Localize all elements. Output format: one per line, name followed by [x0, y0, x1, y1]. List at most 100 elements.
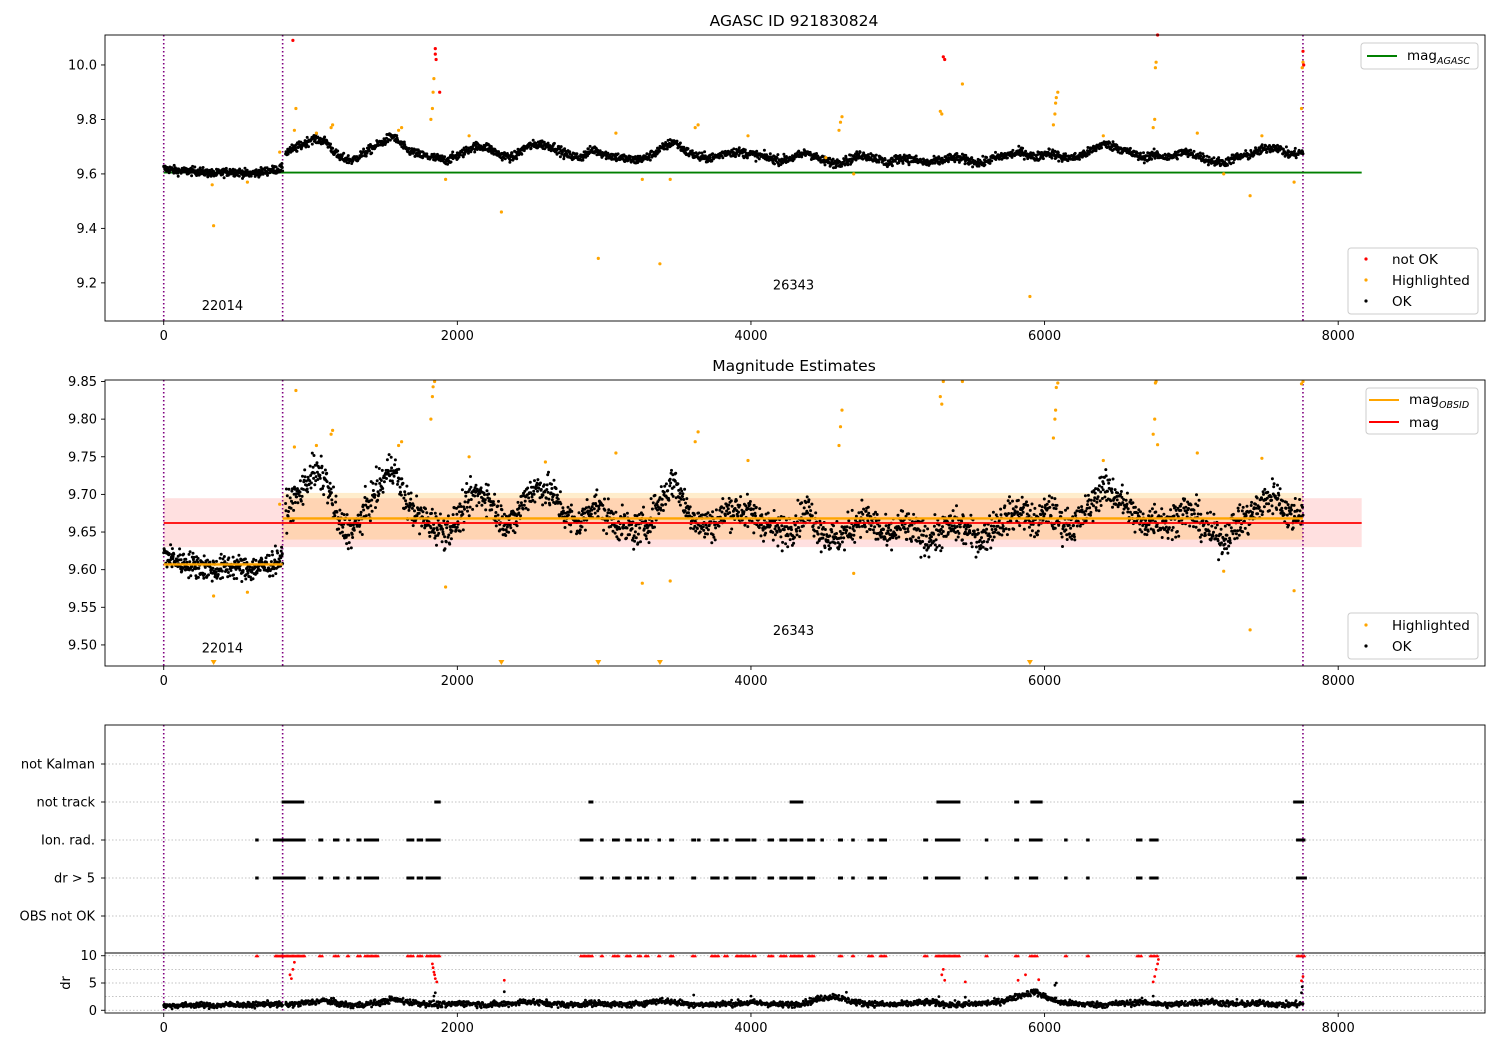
ok-point: [430, 507, 434, 511]
ok-point: [1212, 156, 1216, 160]
ok-point: [937, 533, 941, 537]
ok-point: [625, 526, 629, 530]
ok-point: [432, 531, 436, 535]
ok-point: [849, 533, 853, 537]
ok-point: [312, 454, 316, 457]
ok-point: [703, 535, 707, 539]
ok-point: [433, 511, 437, 515]
ok-point: [201, 166, 205, 169]
ok-point: [1022, 157, 1026, 161]
ok-point: [666, 489, 670, 493]
ok-point: [375, 479, 379, 483]
ok-point: [172, 552, 176, 556]
ok-point: [530, 495, 534, 499]
ok-point: [644, 519, 648, 523]
ok-point: [941, 525, 944, 529]
ok-point: [1016, 510, 1019, 514]
ok-point: [938, 544, 941, 548]
ok-point: [446, 162, 450, 166]
ok-point: [232, 573, 235, 577]
not-ok-point: [291, 38, 295, 43]
ok-point: [309, 486, 313, 490]
ok-point: [377, 492, 381, 496]
ok-point: [669, 481, 673, 485]
ok-point: [974, 545, 978, 549]
ok-point: [363, 484, 367, 488]
ok-point: [899, 528, 902, 532]
highlighted-point: [746, 134, 750, 138]
ok-point: [480, 503, 484, 507]
ok-point: [1033, 535, 1036, 539]
ok-point: [795, 533, 799, 537]
ok-point: [759, 534, 763, 538]
ok-point: [1189, 148, 1193, 152]
ok-point: [992, 524, 996, 528]
ok-point: [473, 150, 477, 154]
ok-point: [1021, 510, 1025, 514]
ok-point: [1000, 533, 1004, 537]
ok-point: [620, 503, 624, 507]
ok-point: [732, 514, 736, 518]
ok-point: [1264, 144, 1268, 148]
ok-point: [955, 525, 959, 528]
not-ok-point: [433, 52, 437, 56]
highlighted-point: [431, 90, 435, 94]
ok-point: [521, 507, 525, 511]
ok-point: [228, 574, 232, 578]
ok-point: [485, 489, 489, 493]
ok-point: [484, 508, 488, 512]
ok-point: [390, 466, 394, 470]
ok-point: [1011, 499, 1014, 503]
ok-point: [403, 493, 407, 497]
ok-point: [896, 513, 900, 517]
ok-point: [743, 148, 747, 152]
ok-point: [330, 498, 334, 502]
ok-point: [720, 510, 724, 514]
ok-point: [1111, 140, 1115, 144]
ok-point: [968, 531, 972, 535]
ok-point: [990, 528, 994, 531]
ok-point: [974, 555, 978, 559]
panel-mag-timeseries: AGASC ID 921830824 0 2000 4000 6000 80009.29…: [68, 12, 1486, 344]
ok-point: [197, 566, 201, 570]
ok-point: [981, 545, 985, 549]
ok-point: [182, 552, 186, 556]
ok-point: [754, 514, 757, 518]
highlighted-point: [1222, 172, 1226, 176]
ok-point: [745, 492, 749, 496]
ok-point: [1018, 524, 1022, 528]
ok-point: [912, 512, 916, 516]
highlighted-point: [1154, 60, 1158, 64]
ok-point: [659, 508, 663, 512]
ok-point: [486, 483, 490, 487]
ok-point: [580, 525, 584, 529]
ok-point: [969, 541, 973, 545]
highlighted-point: [329, 126, 333, 130]
ok-point: [845, 529, 849, 532]
ok-point: [397, 467, 401, 471]
ok-point: [425, 511, 429, 515]
ok-point: [464, 145, 468, 149]
ok-point: [382, 480, 386, 484]
ok-point: [728, 531, 732, 535]
ok-point: [396, 482, 399, 486]
ok-point: [903, 527, 907, 531]
ok-point: [368, 519, 372, 523]
not-ok-point: [941, 55, 945, 59]
ok-point: [1041, 157, 1045, 161]
ok-point: [623, 514, 627, 518]
ok-point: [866, 505, 870, 509]
ok-point: [442, 519, 446, 523]
ok-point: [505, 525, 509, 529]
y-tick-label: 10.0: [68, 58, 97, 73]
ok-point: [321, 471, 325, 475]
ok-point: [293, 501, 297, 504]
ok-point: [412, 504, 416, 508]
ok-point: [822, 533, 826, 537]
ok-point: [527, 496, 531, 500]
ok-point: [782, 152, 786, 156]
ok-point: [660, 497, 664, 501]
ok-point: [401, 481, 405, 485]
ok-point: [556, 497, 560, 501]
ok-point: [1050, 156, 1054, 160]
